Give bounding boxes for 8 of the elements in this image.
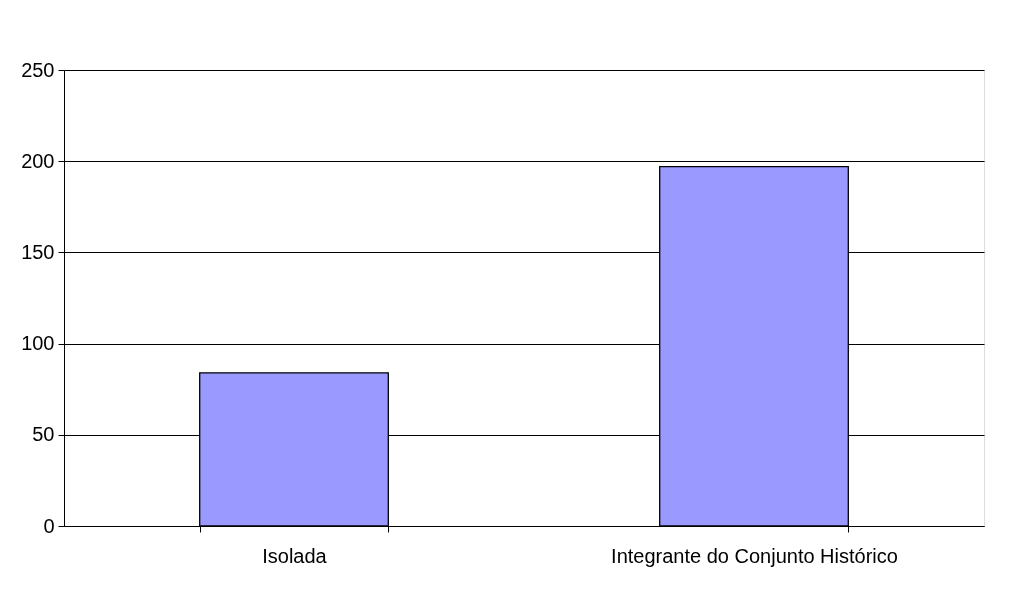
y-tick-label: 200 [21,149,55,172]
x-tick-label: Isolada [262,544,328,567]
y-tick-label: 0 [43,514,55,537]
x-tick-label: Integrante do Conjunto Histórico [611,544,898,567]
y-tick-label: 150 [21,240,55,263]
y-tick-label: 100 [21,332,55,355]
y-tick-label: 50 [32,423,55,446]
y-tick-label: 250 [21,58,55,81]
